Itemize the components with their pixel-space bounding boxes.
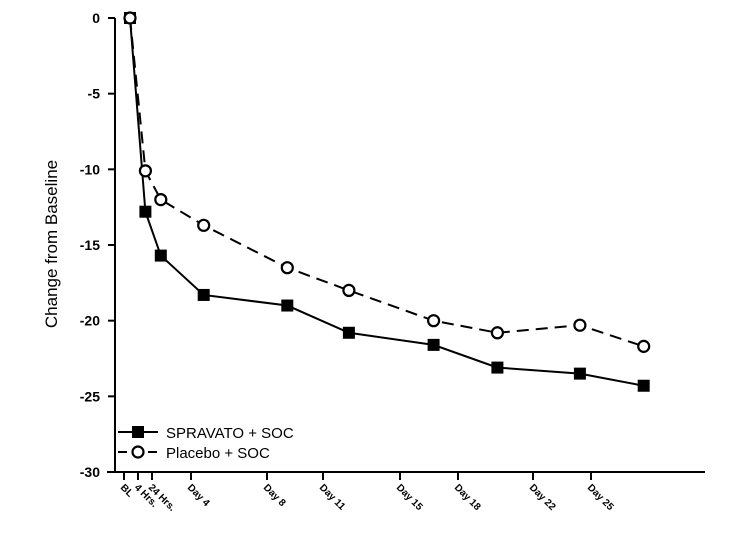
x-tick-label: Day 8 xyxy=(261,482,288,509)
data-point-square xyxy=(573,367,586,380)
y-tick-label: -5 xyxy=(88,86,101,102)
legend: SPRAVATO + SOC Placebo + SOC xyxy=(118,425,294,462)
data-point-circle xyxy=(573,318,587,332)
data-point-circle xyxy=(123,11,137,25)
data-point-square xyxy=(197,288,210,301)
y-tick-label: -30 xyxy=(80,464,100,480)
legend-item-placebo: Placebo + SOC xyxy=(118,445,270,462)
y-tick-label: 0 xyxy=(92,10,100,26)
series-spravato xyxy=(124,12,650,392)
y-tick-label: -20 xyxy=(80,313,100,329)
y-axis-label: Change from Baseline xyxy=(42,160,61,328)
data-point-square xyxy=(281,299,294,312)
data-point-square xyxy=(637,379,650,392)
data-point-circle xyxy=(490,326,504,340)
data-point-circle xyxy=(637,339,651,353)
data-point-square xyxy=(139,205,152,218)
data-point-square xyxy=(491,361,504,374)
legend-label-spravato: SPRAVATO + SOC xyxy=(166,425,294,442)
legend-label-placebo: Placebo + SOC xyxy=(166,445,270,462)
legend-circle-marker xyxy=(131,445,145,459)
data-point-circle xyxy=(280,261,294,275)
data-point-circle xyxy=(342,283,356,297)
legend-item-spravato: SPRAVATO + SOC xyxy=(118,425,294,442)
data-point-circle xyxy=(197,218,211,232)
series-line xyxy=(129,17,645,348)
data-point-square xyxy=(427,338,440,351)
y-tick-label: -10 xyxy=(80,161,100,177)
x-tick-label: Day 15 xyxy=(394,482,425,513)
x-tick-label: Day 18 xyxy=(452,482,483,513)
data-point-circle xyxy=(138,164,152,178)
data-point-circle xyxy=(427,314,441,328)
legend-square-marker xyxy=(132,426,144,438)
x-tick-label: Day 4 xyxy=(185,482,212,509)
series-line xyxy=(129,17,644,387)
data-point-square xyxy=(154,249,167,262)
x-tick-label: BL xyxy=(118,482,135,499)
x-tick-label: Day 22 xyxy=(527,482,558,513)
y-tick-label: -15 xyxy=(80,237,100,253)
data-point-circle xyxy=(154,193,168,207)
x-tick-label: Day 11 xyxy=(317,482,347,512)
data-point-square xyxy=(342,326,355,339)
x-tick-label: Day 25 xyxy=(585,482,616,513)
series-placebo xyxy=(123,11,651,353)
y-tick-label: -25 xyxy=(80,388,100,404)
